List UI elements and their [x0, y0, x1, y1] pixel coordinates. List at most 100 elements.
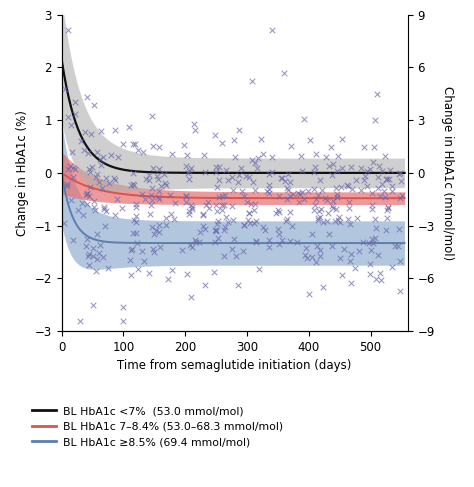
- Point: [317, 176, 324, 184]
- Point: [335, 214, 343, 222]
- Point: [382, 193, 389, 201]
- Point: [295, 198, 303, 206]
- Point: [155, 187, 163, 194]
- Point: [391, 242, 399, 249]
- Point: [188, 244, 196, 251]
- Point: [369, 239, 376, 246]
- Point: [111, 211, 119, 219]
- Point: [275, 208, 283, 216]
- Point: [218, 139, 226, 147]
- Point: [97, 161, 104, 169]
- Point: [129, 140, 137, 148]
- Point: [355, 246, 363, 254]
- Point: [169, 266, 176, 274]
- Point: [378, 276, 385, 284]
- Point: [167, 210, 175, 218]
- Point: [220, 201, 228, 209]
- Point: [312, 258, 319, 266]
- Point: [324, 209, 332, 217]
- Point: [132, 229, 140, 237]
- Point: [333, 193, 341, 201]
- Point: [346, 257, 354, 264]
- Point: [60, 220, 67, 227]
- Point: [127, 271, 135, 279]
- Point: [160, 170, 168, 178]
- Point: [236, 126, 243, 134]
- Point: [386, 166, 393, 174]
- Point: [200, 210, 207, 218]
- Point: [147, 202, 155, 209]
- Point: [310, 206, 318, 214]
- Point: [334, 152, 342, 160]
- Point: [138, 247, 146, 255]
- Point: [378, 167, 385, 174]
- Point: [150, 230, 157, 238]
- Point: [250, 206, 257, 214]
- Point: [222, 166, 229, 174]
- Point: [91, 101, 98, 109]
- Point: [395, 170, 403, 178]
- Point: [72, 98, 79, 106]
- Point: [265, 244, 273, 251]
- Point: [84, 150, 92, 157]
- Point: [369, 158, 377, 166]
- Point: [332, 217, 339, 225]
- Point: [347, 279, 355, 286]
- Point: [155, 228, 163, 236]
- Point: [378, 180, 386, 188]
- Point: [343, 181, 351, 188]
- Point: [83, 93, 91, 101]
- Point: [148, 184, 155, 192]
- Point: [304, 187, 311, 195]
- Point: [129, 180, 137, 188]
- Point: [246, 173, 253, 181]
- Point: [95, 249, 103, 257]
- Point: [224, 176, 231, 184]
- Point: [376, 269, 384, 277]
- Point: [360, 143, 368, 150]
- Point: [297, 152, 305, 160]
- Point: [383, 206, 391, 214]
- Point: [373, 225, 380, 232]
- Point: [215, 217, 222, 225]
- Point: [187, 293, 195, 300]
- Point: [186, 210, 193, 218]
- Point: [101, 222, 109, 230]
- Point: [310, 185, 318, 192]
- Point: [149, 142, 156, 150]
- Point: [162, 214, 170, 222]
- Point: [372, 215, 379, 223]
- Point: [61, 85, 69, 93]
- Point: [155, 221, 163, 229]
- Point: [382, 175, 390, 183]
- Point: [78, 200, 86, 207]
- Point: [312, 150, 319, 157]
- Point: [245, 216, 252, 224]
- Point: [215, 234, 222, 242]
- Point: [201, 281, 209, 289]
- Point: [220, 252, 228, 260]
- Point: [69, 236, 77, 244]
- Point: [366, 260, 374, 268]
- Point: [316, 213, 323, 221]
- Point: [182, 198, 190, 206]
- Point: [265, 236, 273, 244]
- Point: [384, 204, 392, 212]
- Point: [83, 200, 91, 208]
- Point: [190, 121, 198, 129]
- Point: [71, 110, 79, 118]
- X-axis label: Time from semaglutide initiation (days): Time from semaglutide initiation (days): [118, 359, 352, 373]
- Point: [235, 281, 242, 289]
- Point: [259, 150, 267, 158]
- Point: [155, 165, 163, 173]
- Point: [69, 165, 76, 172]
- Point: [398, 191, 406, 199]
- Point: [246, 219, 254, 227]
- Point: [96, 241, 104, 249]
- Point: [80, 211, 87, 219]
- Point: [366, 270, 374, 278]
- Point: [169, 150, 176, 158]
- Point: [118, 204, 126, 212]
- Point: [388, 187, 396, 195]
- Point: [180, 141, 188, 149]
